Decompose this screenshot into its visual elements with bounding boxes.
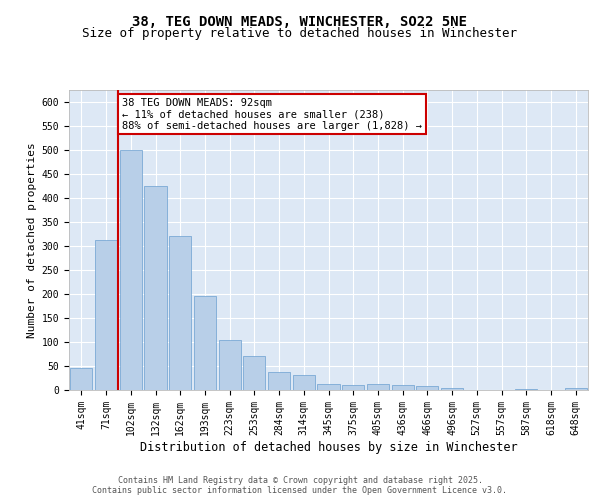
Bar <box>95 240 117 390</box>
Text: 38, TEG DOWN MEADS, WINCHESTER, SO22 5NE: 38, TEG DOWN MEADS, WINCHESTER, SO22 5NE <box>133 15 467 29</box>
X-axis label: Distribution of detached houses by size in Winchester: Distribution of detached houses by size … <box>140 440 517 454</box>
Bar <box>342 384 364 390</box>
Bar <box>70 368 92 390</box>
Bar <box>194 296 216 390</box>
Bar <box>317 384 340 390</box>
Bar <box>145 186 167 390</box>
Y-axis label: Number of detached properties: Number of detached properties <box>28 142 37 338</box>
Text: 38 TEG DOWN MEADS: 92sqm
← 11% of detached houses are smaller (238)
88% of semi-: 38 TEG DOWN MEADS: 92sqm ← 11% of detach… <box>122 98 422 130</box>
Bar <box>243 356 265 390</box>
Text: Contains HM Land Registry data © Crown copyright and database right 2025.
Contai: Contains HM Land Registry data © Crown c… <box>92 476 508 495</box>
Bar <box>441 388 463 390</box>
Bar <box>293 374 315 390</box>
Bar <box>169 236 191 390</box>
Bar <box>565 388 587 390</box>
Bar <box>367 384 389 390</box>
Bar <box>218 340 241 390</box>
Text: Size of property relative to detached houses in Winchester: Size of property relative to detached ho… <box>83 28 517 40</box>
Bar <box>119 150 142 390</box>
Bar <box>416 386 439 390</box>
Bar <box>268 372 290 390</box>
Bar <box>392 385 414 390</box>
Bar <box>515 388 538 390</box>
